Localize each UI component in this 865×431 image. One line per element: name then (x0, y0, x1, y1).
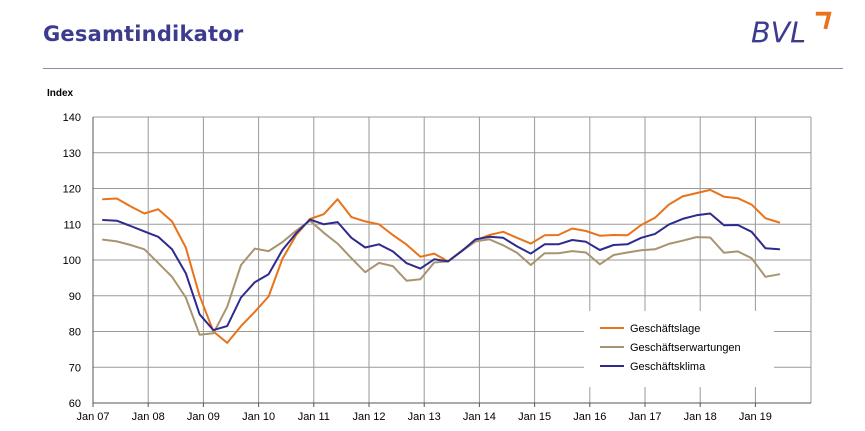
page-title: Gesamtindikator (43, 22, 244, 46)
y-tick-label: 130 (63, 148, 81, 160)
y-axis-title: Index (47, 88, 74, 99)
logo-accent-mark (815, 11, 832, 30)
series-line-3 (102, 212, 781, 332)
y-tick-label: 70 (69, 362, 81, 374)
x-tick-label: Jan 14 (463, 411, 496, 423)
x-tick-label: Jan 09 (187, 411, 220, 423)
legend-label: Geschäftsklima (630, 361, 706, 373)
x-tick-label: Jan 16 (573, 411, 606, 423)
series-line-1 (102, 188, 781, 344)
y-tick-label: 60 (69, 398, 81, 410)
chart-axes: 60 70 80 90 100 110 120 130 140 Jan 07 Jan 08 Jan 0… (63, 112, 811, 423)
legend-label: Geschäftslage (630, 323, 700, 335)
x-tick-label: Jan 08 (132, 411, 165, 423)
y-tick-label: 80 (69, 327, 81, 339)
x-tick-label: Jan 15 (518, 411, 551, 423)
x-tick-label: Jan 07 (76, 411, 109, 423)
x-tick-label: Jan 10 (242, 411, 275, 423)
legend-label: Geschäftserwartungen (630, 342, 741, 354)
chart-legend: Geschäftslage Geschäftserwartungen Geschäf… (584, 311, 774, 387)
header-divider (43, 68, 843, 69)
y-tick-label: 90 (69, 291, 81, 303)
chart-series (102, 188, 781, 344)
x-tick-label: Jan 13 (408, 411, 441, 423)
x-tick-label: Jan 12 (352, 411, 385, 423)
x-tick-label: Jan 17 (628, 411, 661, 423)
y-tick-label: 120 (63, 184, 81, 196)
x-tick-label: Jan 19 (739, 411, 772, 423)
y-tick-label: 110 (63, 219, 81, 231)
y-tick-label: 140 (63, 112, 81, 124)
bvl-logo: BVL (751, 11, 832, 48)
legend-box (584, 311, 774, 387)
x-tick-label: Jan 18 (684, 411, 717, 423)
y-tick-label: 100 (63, 255, 81, 267)
x-tick-label: Jan 11 (298, 411, 330, 423)
logo-text: BVL (751, 15, 806, 48)
